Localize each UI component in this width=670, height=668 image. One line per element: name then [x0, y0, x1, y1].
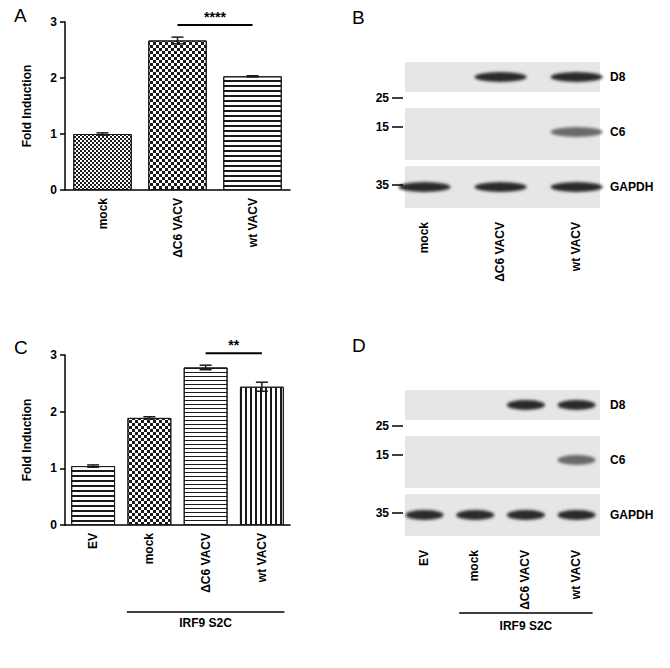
svg-text:mock: mock [96, 198, 110, 230]
svg-text:0: 0 [50, 183, 57, 197]
svg-text:mock: mock [142, 533, 156, 565]
svg-text:GAPDH: GAPDH [610, 508, 653, 522]
svg-text:ΔC6 VACV: ΔC6 VACV [171, 198, 185, 258]
svg-text:wt VACV: wt VACV [569, 222, 583, 272]
svg-text:35: 35 [376, 178, 390, 192]
svg-text:1: 1 [50, 461, 57, 475]
svg-text:EV: EV [417, 550, 431, 566]
svg-text:25: 25 [376, 419, 390, 433]
svg-text:Fold Induction: Fold Induction [20, 399, 34, 482]
svg-text:D8: D8 [610, 70, 626, 84]
svg-text:0: 0 [50, 518, 57, 532]
svg-text:wt VACV: wt VACV [246, 198, 260, 248]
svg-text:C6: C6 [610, 453, 626, 467]
svg-text:D: D [352, 335, 366, 356]
svg-text:15: 15 [376, 120, 390, 134]
svg-text:wt VACV: wt VACV [255, 533, 269, 583]
svg-text:A: A [14, 5, 27, 26]
svg-text:ΔC6 VACV: ΔC6 VACV [493, 222, 507, 282]
svg-text:EV: EV [86, 533, 100, 549]
svg-text:IRF9 S2C: IRF9 S2C [179, 616, 232, 630]
svg-text:mock: mock [417, 222, 431, 254]
svg-text:C: C [14, 337, 28, 358]
svg-text:2: 2 [50, 405, 57, 419]
svg-text:GAPDH: GAPDH [610, 180, 653, 194]
svg-text:15: 15 [376, 448, 390, 462]
svg-text:****: **** [204, 9, 226, 25]
svg-text:35: 35 [376, 506, 390, 520]
svg-text:mock: mock [467, 550, 481, 582]
svg-text:1: 1 [50, 127, 57, 141]
svg-text:3: 3 [50, 15, 57, 29]
svg-text:B: B [352, 7, 365, 28]
svg-text:3: 3 [50, 348, 57, 362]
svg-text:2: 2 [50, 71, 57, 85]
svg-text:ΔC6 VACV: ΔC6 VACV [199, 533, 213, 593]
svg-text:ΔC6 VACV: ΔC6 VACV [518, 550, 532, 610]
svg-text:Fold Induction: Fold Induction [20, 65, 34, 148]
svg-text:IRF9 S2C: IRF9 S2C [500, 619, 553, 633]
svg-text:**: ** [228, 337, 239, 353]
svg-text:D8: D8 [610, 398, 626, 412]
svg-text:C6: C6 [610, 125, 626, 139]
svg-text:wt VACV: wt VACV [569, 550, 583, 600]
svg-text:25: 25 [376, 91, 390, 105]
